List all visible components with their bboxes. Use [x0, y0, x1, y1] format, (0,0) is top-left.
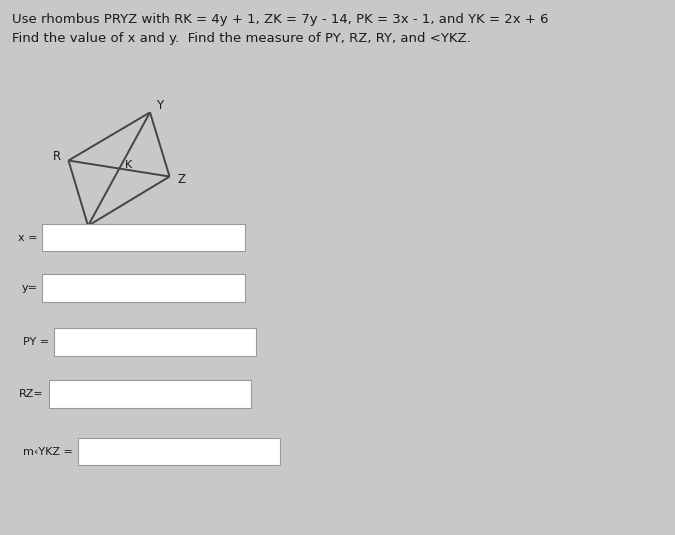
FancyBboxPatch shape — [43, 224, 244, 251]
Text: y=: y= — [21, 284, 37, 293]
Text: Y: Y — [155, 100, 163, 112]
FancyBboxPatch shape — [54, 328, 256, 356]
Text: Use rhombus PRYZ with RK = 4y + 1, ZK = 7y - 14, PK = 3x - 1, and YK = 2x + 6: Use rhombus PRYZ with RK = 4y + 1, ZK = … — [11, 13, 548, 26]
Text: R: R — [53, 150, 61, 163]
Text: x =: x = — [18, 233, 37, 242]
Text: m‹YKZ =: m‹YKZ = — [23, 447, 73, 456]
FancyBboxPatch shape — [49, 380, 251, 408]
Text: Z: Z — [178, 173, 186, 186]
Text: RZ=: RZ= — [19, 389, 44, 399]
Text: Find the value of x and y.  Find the measure of PY, RZ, RY, and <YKZ.: Find the value of x and y. Find the meas… — [11, 32, 470, 45]
Text: P: P — [80, 227, 86, 240]
Text: PY =: PY = — [23, 337, 49, 347]
FancyBboxPatch shape — [78, 438, 280, 465]
FancyBboxPatch shape — [43, 274, 244, 302]
Text: K: K — [125, 160, 132, 170]
